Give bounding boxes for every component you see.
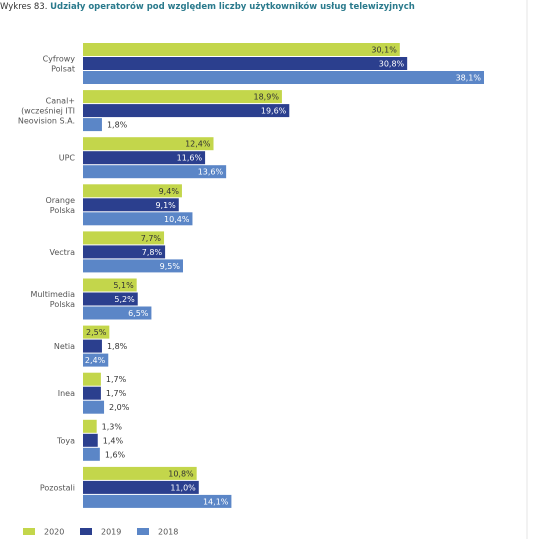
value-label: 1,7%	[106, 389, 127, 398]
legend-label: 2019	[101, 528, 121, 537]
value-label: 1,7%	[106, 375, 127, 384]
value-label: 14,1%	[203, 497, 229, 506]
category-line: Canal+	[46, 96, 75, 105]
category-label: Inea	[58, 389, 75, 398]
value-label: 18,9%	[254, 93, 280, 102]
value-label: 10,8%	[168, 469, 194, 478]
bar	[83, 494, 232, 508]
category-line: Vectra	[50, 247, 76, 256]
bar	[83, 419, 97, 433]
bar	[83, 466, 197, 480]
category-label: Pozostali	[40, 483, 75, 492]
value-label: 10,4%	[164, 215, 190, 224]
bar	[83, 198, 179, 212]
bar	[83, 292, 138, 306]
bar	[83, 165, 227, 179]
category-label: Canal+ (wcześniej ITI Neovision S.A.	[18, 96, 75, 125]
value-label: 13,6%	[198, 168, 224, 177]
category-label: Multimedia Polska	[31, 290, 76, 309]
value-label: 6,5%	[128, 309, 149, 318]
bar	[83, 231, 165, 245]
category-label: Toya	[56, 436, 75, 445]
bar	[83, 104, 290, 118]
chart-title: Wykres 83. Udziały operatorów pod względ…	[0, 1, 415, 12]
legend-swatch	[80, 528, 92, 535]
bar	[83, 447, 100, 461]
category-line: Multimedia	[31, 290, 76, 299]
bar	[83, 184, 182, 198]
figure-label: Wykres 83.	[0, 2, 47, 12]
bar	[83, 433, 98, 447]
bar	[83, 90, 282, 104]
value-label: 2,4%	[85, 356, 106, 365]
category-line: Pozostali	[40, 483, 75, 492]
value-label: 1,6%	[105, 450, 126, 459]
legend-label: 2020	[44, 528, 64, 537]
value-label: 11,6%	[177, 154, 203, 163]
category-label: Netia	[54, 342, 75, 351]
category-line: Orange	[45, 195, 75, 204]
value-label: 19,6%	[261, 107, 287, 116]
category-line: Polsat	[51, 64, 75, 73]
bar	[83, 118, 102, 132]
value-label: 2,5%	[86, 328, 107, 337]
bar	[83, 278, 137, 292]
value-label: 5,2%	[114, 295, 135, 304]
value-label: 9,1%	[155, 201, 176, 210]
category-label: UPC	[59, 153, 76, 162]
legend-label: 2018	[158, 528, 178, 537]
category-label: Orange Polska	[45, 195, 75, 214]
value-label: 9,4%	[159, 187, 180, 196]
category-line: Toya	[56, 436, 75, 445]
value-label: 1,8%	[107, 342, 128, 351]
bar	[83, 137, 214, 151]
value-label: 11,0%	[170, 483, 196, 492]
value-label: 30,8%	[379, 60, 405, 69]
bar	[83, 245, 166, 259]
bar	[83, 353, 109, 367]
category-label: Cyfrowy Polsat	[43, 54, 76, 73]
bar	[83, 259, 183, 273]
bar	[83, 372, 101, 386]
value-label: 7,8%	[142, 248, 163, 257]
category-line: Inea	[58, 389, 75, 398]
value-label: 30,1%	[371, 46, 397, 55]
value-label: 12,4%	[185, 140, 211, 149]
bar	[83, 43, 400, 56]
title: Udziały operatorów pod względem liczby u…	[50, 1, 415, 12]
value-label: 1,8%	[107, 121, 128, 130]
value-label: 2,0%	[109, 403, 130, 412]
category-line: Polska	[50, 300, 75, 309]
bar	[83, 306, 152, 320]
category-label: Vectra	[50, 247, 76, 256]
value-label: 5,1%	[113, 281, 134, 290]
category-line: UPC	[59, 153, 76, 162]
value-label: 1,4%	[103, 436, 124, 445]
category-line: Polska	[50, 205, 75, 214]
category-line: Neovision S.A.	[18, 116, 75, 125]
bar	[83, 339, 102, 353]
category-line: Netia	[54, 342, 75, 351]
value-label: 1,3%	[102, 422, 123, 431]
bar	[83, 400, 105, 414]
category-line: (wcześniej ITI	[21, 105, 75, 115]
value-label: 7,7%	[141, 234, 162, 243]
bar	[83, 151, 206, 165]
bar	[83, 71, 485, 84]
bar	[83, 212, 193, 226]
legend-swatch	[23, 528, 35, 535]
legend-swatch	[137, 528, 149, 535]
bar	[83, 325, 110, 339]
bar	[83, 386, 101, 400]
bar	[83, 57, 408, 70]
category-line: Cyfrowy	[43, 54, 76, 63]
bar	[83, 480, 199, 494]
value-label: 9,5%	[160, 262, 181, 271]
value-label: 38,1%	[456, 74, 482, 83]
